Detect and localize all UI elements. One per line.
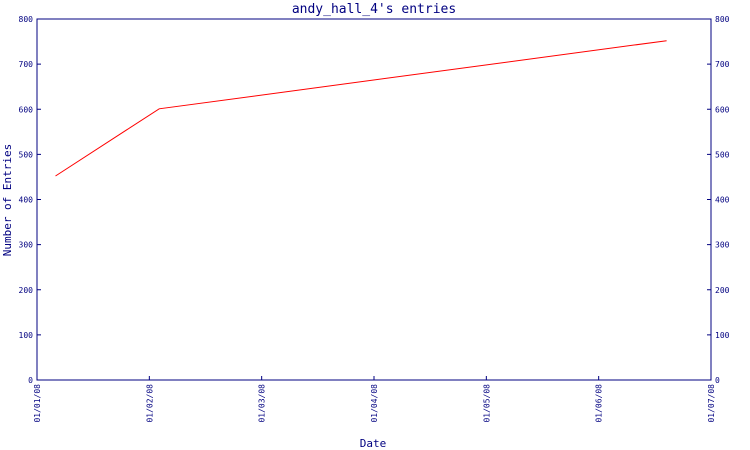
x-tick-label: 01/06/08 [595,384,604,423]
y-tick-label-left: 800 [19,15,34,24]
y-axis-title: Number of Entries [1,144,14,257]
y-tick-label-right: 200 [715,286,730,295]
x-tick-label: 01/07/08 [707,384,716,423]
y-tick-label-right: 500 [715,150,730,159]
y-tick-label-right: 700 [715,60,730,69]
y-tick-label-left: 200 [19,286,34,295]
x-tick-label: 01/04/08 [370,384,379,423]
x-axis-title: Date [360,437,387,450]
y-tick-label-right: 600 [715,105,730,114]
plot-frame [36,18,712,381]
x-axis: 01/01/08 01/02/08 01/03/08 01/04/08 01/05/08… [33,376,716,423]
y-tick-label-left: 100 [19,331,34,340]
x-tick-label: 01/01/08 [33,384,42,423]
y-tick-label-left: 500 [19,150,34,159]
y-tick-label-left: 0 [28,376,33,385]
y-tick-label-left: 600 [19,105,34,114]
x-tick-label: 01/03/08 [258,384,267,423]
y-tick-label-left: 700 [19,60,34,69]
y-tick-label-left: 400 [19,196,34,205]
x-tick-label: 01/05/08 [482,384,491,423]
y-tick-label-right: 300 [715,241,730,250]
right-y-axis: 0 100 200 300 400 500 600 700 800 [707,15,730,385]
chart-title: andy_hall_4's entries [292,2,456,17]
series-group [55,40,667,177]
y-tick-label-right: 800 [715,15,730,24]
y-tick-label-right: 100 [715,331,730,340]
series-line [55,40,667,177]
y-tick-label-right: 400 [715,196,730,205]
x-tick-label: 01/02/08 [145,384,154,423]
y-tick-label-right: 0 [715,376,720,385]
left-y-axis: 0 100 200 300 400 500 600 700 800 [19,15,41,385]
y-tick-label-left: 300 [19,241,34,250]
